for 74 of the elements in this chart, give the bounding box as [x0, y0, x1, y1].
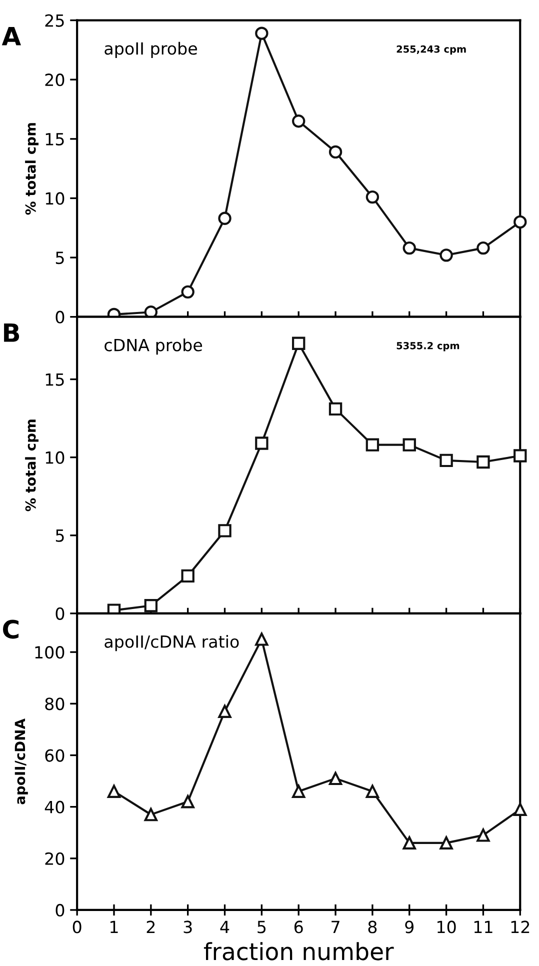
point — [366, 190, 380, 204]
point — [402, 438, 416, 452]
x-tick-label: 10 — [438, 920, 456, 934]
annotation: 255,243 cpm — [396, 45, 466, 55]
x-tick-label: 2 — [146, 920, 155, 934]
series-label: apoII/cDNA ratio — [104, 635, 239, 652]
x-tick-label: 7 — [332, 920, 340, 934]
y-axis-title: % total cpm — [25, 420, 39, 512]
point — [181, 569, 194, 583]
x-tick-label: 5 — [258, 920, 266, 934]
point — [402, 836, 416, 850]
x-tick-label: 1 — [110, 920, 118, 934]
y-tick-label: 0 — [56, 607, 64, 620]
point — [181, 285, 194, 299]
point — [366, 784, 380, 798]
point — [514, 449, 527, 462]
y-tick-label: 20 — [45, 74, 64, 86]
point — [181, 795, 194, 808]
point — [144, 599, 158, 612]
y-tick-label: 25 — [45, 14, 64, 27]
point — [292, 336, 306, 350]
point — [476, 828, 490, 842]
x-tick-label: 12 — [511, 920, 530, 934]
x-tick-label: 3 — [184, 920, 192, 934]
x-tick-label: 6 — [294, 920, 303, 934]
y-tick-label: 5 — [56, 252, 64, 264]
chart-title: B — [4, 324, 20, 342]
y-tick-label: 20 — [45, 852, 64, 865]
y-tick-label: 5 — [56, 530, 64, 542]
point — [440, 454, 453, 468]
point — [514, 802, 527, 816]
y-tick-label: 60 — [45, 749, 64, 762]
x-tick-label: 11 — [474, 920, 492, 934]
chart-title: C — [3, 620, 19, 639]
y-tick-label: 15 — [46, 373, 64, 386]
y-tick-label: 10 — [46, 192, 64, 205]
text: cDNA probe — [104, 338, 202, 355]
point — [292, 114, 306, 128]
point — [218, 212, 232, 225]
point — [255, 26, 268, 40]
y-tick-label: 10 — [46, 451, 64, 464]
point — [476, 455, 490, 469]
point — [440, 248, 453, 262]
x-tick-label: 9 — [405, 920, 414, 934]
y-tick-label: 0 — [56, 904, 64, 917]
annotation: 5355.2 cpm — [396, 342, 460, 352]
point — [440, 836, 453, 850]
text: apoII probe — [104, 42, 197, 58]
x-tick-label: 4 — [220, 920, 230, 934]
point — [144, 808, 158, 822]
point — [328, 772, 342, 786]
y-axis-title: apoII/cDNA — [14, 718, 28, 804]
point — [366, 438, 380, 452]
point — [218, 704, 232, 718]
point — [514, 215, 527, 229]
y-tick-label: 0 — [56, 310, 64, 324]
point — [107, 784, 121, 798]
y-axis-title: % total cpm — [25, 123, 39, 215]
point — [328, 402, 342, 416]
y-tick-label: 100 — [35, 646, 64, 659]
x-tick-label: 8 — [368, 920, 377, 934]
x-axis-title: fraction number — [204, 942, 394, 960]
y-tick-label: 80 — [45, 698, 64, 710]
y-tick-label: 40 — [44, 800, 64, 814]
y-tick-label: 15 — [46, 133, 64, 146]
x-tick-label: 0 — [72, 920, 82, 934]
point — [476, 241, 490, 255]
chart-title: A — [2, 26, 21, 46]
point — [218, 524, 232, 538]
point — [402, 241, 416, 255]
point — [292, 784, 306, 798]
point — [255, 632, 268, 646]
point — [255, 436, 268, 450]
point — [328, 145, 342, 159]
